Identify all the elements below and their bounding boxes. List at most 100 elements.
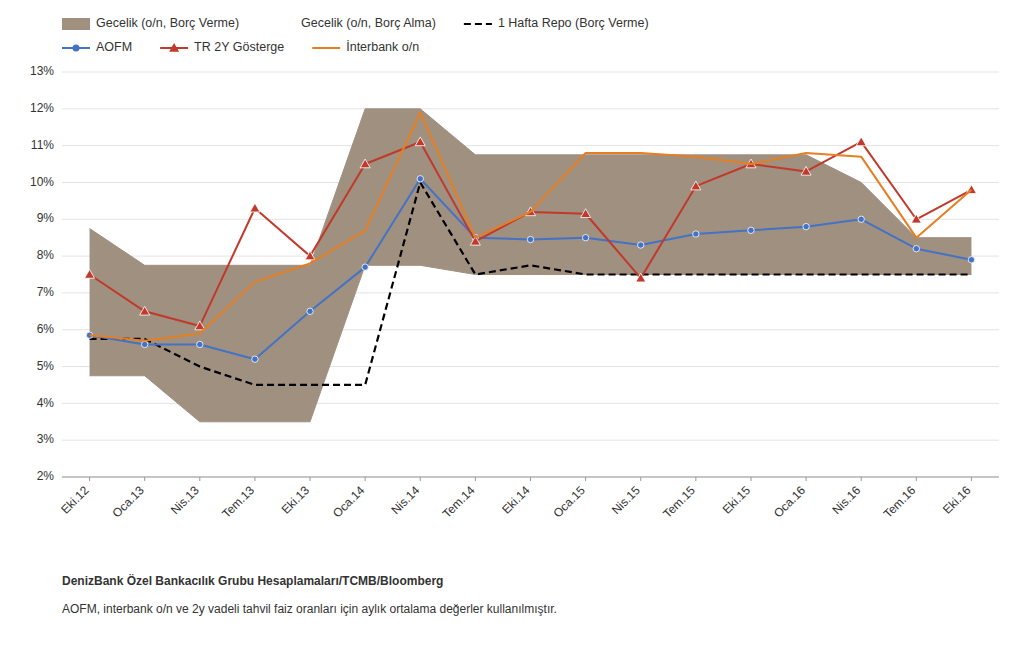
marker: [360, 159, 370, 168]
x-tick: [199, 477, 200, 481]
x-tick: [750, 477, 751, 481]
marker: [582, 234, 588, 240]
x-tick-label: Nis.13: [168, 483, 202, 517]
x-tick-label: Tem.13: [219, 483, 257, 521]
legend-label: İnterbank o/n: [346, 40, 419, 54]
band-edge: [90, 265, 972, 421]
chart: 2%3%4%5%6%7%8%9%10%11%12%13%Eki.12Oca.13…: [0, 0, 1021, 647]
x-tick-label: Nis.16: [829, 483, 863, 517]
x-tick-label: Eki.16: [940, 483, 974, 517]
x-tick-label: Tem.14: [440, 483, 478, 521]
series-line: [90, 179, 972, 359]
marker: [85, 270, 95, 279]
x-tick-label: Oca.16: [771, 483, 808, 520]
marker: [197, 341, 203, 347]
series-3: [86, 176, 974, 363]
x-tick: [861, 477, 862, 481]
grid-line: [62, 72, 999, 73]
x-tick-label: Tem.15: [660, 483, 698, 521]
x-tick-label: Eki.15: [720, 483, 754, 517]
x-tick: [254, 477, 255, 481]
legend-label: Gecelik (o/n, Borç Verme): [96, 16, 239, 30]
legend-label: AOFM: [96, 40, 132, 54]
legend-marker: [169, 43, 179, 52]
legend-item: TR 2Y Gösterge: [160, 40, 284, 54]
legend-swatch: [62, 18, 90, 30]
series-line: [90, 142, 972, 326]
y-tick-label: 9%: [37, 211, 55, 225]
legend-swatch: [464, 23, 492, 25]
x-tick: [89, 477, 90, 481]
x-tick: [475, 477, 476, 481]
plot-area: [85, 109, 977, 422]
x-tick: [695, 477, 696, 481]
legend-label: TR 2Y Gösterge: [194, 40, 284, 54]
x-tick-label: Eki.12: [58, 483, 92, 517]
x-tick: [806, 477, 807, 481]
x-tick-label: Nis.14: [388, 483, 422, 517]
marker: [140, 306, 150, 315]
x-tick: [585, 477, 586, 481]
y-tick-label: 10%: [30, 175, 54, 189]
marker: [527, 236, 533, 242]
legend-label: 1 Hafta Repo (Borç Verme): [498, 16, 649, 30]
marker: [913, 246, 919, 252]
y-tick-label: 12%: [30, 101, 54, 115]
x-tick: [144, 477, 145, 481]
x-tick-label: Eki.13: [279, 483, 313, 517]
marker: [415, 137, 425, 146]
series-line: [90, 113, 972, 341]
legend-item: Gecelik (o/n, Borç Alma): [301, 16, 436, 30]
y-tick-label: 11%: [31, 138, 54, 152]
series-5: [90, 113, 972, 341]
marker: [581, 209, 591, 218]
x-axis: Eki.12 Oca.13 Nis.13 Tem.13 Eki.13 Oca.14 Nis.…: [58, 477, 999, 521]
x-tick: [971, 477, 972, 481]
marker: [691, 181, 701, 190]
x-tick-label: Oca.14: [330, 483, 367, 520]
grid-line: [62, 440, 999, 441]
x-tick: [365, 477, 366, 481]
x-tick-label: Oca.13: [110, 483, 147, 520]
marker: [417, 176, 423, 182]
y-tick-label: 8%: [37, 248, 55, 262]
annotation: AOFM, interbank o/n ve 2y vadeli tahvil …: [62, 602, 557, 616]
x-tick: [640, 477, 641, 481]
y-tick-label: 6%: [37, 322, 55, 336]
marker: [638, 242, 644, 248]
x-tick-label: Nis.15: [609, 483, 643, 517]
legend-swatch: [312, 47, 340, 49]
marker: [693, 231, 699, 237]
y-axis: 2%3%4%5%6%7%8%9%10%11%12%13%: [30, 64, 999, 483]
legend-item: AOFM: [62, 40, 132, 54]
x-tick: [310, 477, 311, 481]
marker: [911, 214, 921, 223]
marker: [141, 341, 147, 347]
x-tick-label: Eki.14: [499, 483, 533, 517]
marker: [748, 227, 754, 233]
marker: [250, 203, 260, 212]
grid-line: [62, 108, 999, 109]
x-tick: [916, 477, 917, 481]
marker: [195, 321, 205, 330]
x-tick-label: Oca.15: [550, 483, 587, 520]
legend-marker: [73, 45, 80, 52]
legend-item: Gecelik (o/n, Borç Verme): [62, 16, 239, 30]
band-edge: [90, 109, 972, 265]
marker: [305, 251, 315, 260]
y-tick-label: 5%: [37, 359, 55, 373]
legend-item: 1 Hafta Repo (Borç Verme): [464, 16, 649, 30]
y-tick-label: 4%: [37, 396, 55, 410]
marker: [968, 257, 974, 263]
marker: [636, 273, 646, 282]
marker: [307, 308, 313, 314]
annotations: DenizBank Özel Bankacılık Grubu Hesaplam…: [62, 573, 557, 616]
series-4: [85, 137, 977, 330]
marker: [856, 137, 866, 146]
marker: [252, 356, 258, 362]
x-tick: [420, 477, 421, 481]
legend-item: İnterbank o/n: [312, 40, 419, 54]
legend-label: Gecelik (o/n, Borç Alma): [301, 16, 436, 30]
y-tick-label: 3%: [37, 432, 55, 446]
x-tick: [530, 477, 531, 481]
